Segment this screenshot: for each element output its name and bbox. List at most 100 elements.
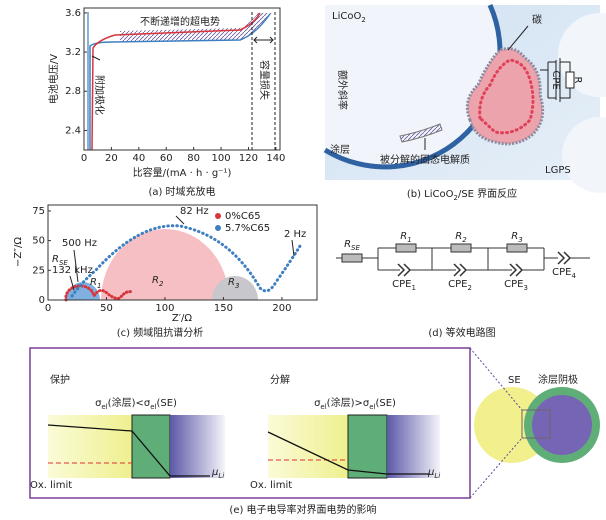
cpe-label: CPE1 bbox=[392, 279, 416, 292]
legend-label: 5.7%C65 bbox=[225, 223, 270, 234]
curve bbox=[91, 12, 261, 151]
label: 碳 bbox=[532, 13, 542, 26]
subscript: 3 bbox=[235, 282, 239, 290]
text-part: (b) LiCoO bbox=[407, 189, 454, 200]
subpanel-title: 分解 bbox=[270, 373, 290, 386]
r3-semicircle bbox=[212, 276, 258, 300]
x-tick-label: 140 bbox=[266, 153, 285, 164]
caption: (e) 电子电导率对界面电势的影响 bbox=[229, 503, 376, 516]
y-tick-label: 3.6 bbox=[65, 8, 81, 19]
resistor-label: R2 bbox=[455, 231, 467, 244]
subscript: Li bbox=[434, 472, 440, 480]
subscript: 2 bbox=[361, 16, 365, 24]
subscript: el bbox=[101, 403, 107, 411]
subscript: 1 bbox=[411, 284, 415, 292]
y-tick-label: 75 bbox=[32, 206, 45, 217]
subpanel-title: 保护 bbox=[50, 373, 70, 386]
subscript: SE bbox=[59, 259, 68, 267]
subscript: 2 bbox=[453, 194, 457, 202]
text-part: R bbox=[228, 277, 235, 288]
potential-line bbox=[267, 431, 430, 475]
wire bbox=[336, 248, 590, 270]
annotation: 132 kHz bbox=[52, 265, 93, 276]
y-tick-label: 2.4 bbox=[65, 125, 81, 136]
x-tick-label: 20 bbox=[105, 153, 118, 164]
x-tick-label: 50 bbox=[100, 303, 113, 314]
text-part: σ bbox=[314, 398, 321, 409]
resistor bbox=[506, 243, 528, 253]
subscript: el bbox=[369, 403, 375, 411]
subscript: 3 bbox=[523, 284, 527, 292]
panel-c-shapes bbox=[64, 215, 302, 302]
panel-a-curves bbox=[87, 12, 276, 151]
text-part: R bbox=[400, 231, 407, 242]
se-region bbox=[48, 415, 132, 478]
resistor bbox=[450, 243, 472, 253]
resistor-label: R3 bbox=[511, 231, 522, 244]
subscript: 1 bbox=[97, 282, 101, 290]
subscript: el bbox=[150, 403, 156, 411]
label: LGPS bbox=[545, 165, 571, 176]
coating-region bbox=[347, 414, 388, 479]
cathode-region bbox=[170, 415, 225, 478]
mu-label: μLi bbox=[427, 467, 440, 480]
cpe bbox=[397, 251, 572, 277]
caption: (d) 等效电路图 bbox=[428, 326, 495, 339]
y-axis-label: 电池电压/V bbox=[47, 54, 60, 104]
plot-frame bbox=[83, 7, 281, 151]
annotation: R2 bbox=[152, 275, 164, 288]
resistor-label: RSE bbox=[344, 239, 360, 252]
licoo2-particle bbox=[325, 5, 500, 167]
label: 额外斜率 bbox=[336, 70, 349, 110]
y-axis-label: −Z″/Ω bbox=[13, 237, 24, 267]
subscript: 1 bbox=[407, 236, 411, 244]
text-part: μ bbox=[427, 467, 434, 478]
annotation: R1 bbox=[90, 277, 101, 290]
annotation: RSE bbox=[52, 254, 68, 267]
text-part: /SE 界面反应 bbox=[458, 187, 517, 200]
resistor-label: R1 bbox=[400, 231, 411, 244]
cpe-label: CPE4 bbox=[552, 267, 576, 280]
x-tick-label: 150 bbox=[214, 303, 233, 314]
arrow bbox=[91, 55, 101, 61]
legend-marker bbox=[215, 213, 221, 219]
text-part: (SE) bbox=[156, 398, 177, 409]
condition: σel(涂层)<σel(SE) bbox=[95, 396, 177, 411]
cpe-label: CPE2 bbox=[448, 279, 472, 292]
subscript: 2 bbox=[159, 280, 164, 288]
curve bbox=[89, 13, 271, 150]
text-part: μ bbox=[211, 467, 218, 478]
cathode-region bbox=[387, 415, 440, 478]
plot-frame bbox=[47, 204, 318, 301]
annotation: 2 Hz bbox=[284, 229, 306, 240]
y-tick-label: 2.8 bbox=[65, 86, 81, 97]
legend-marker bbox=[215, 225, 221, 231]
pointer bbox=[69, 215, 295, 291]
x-tick-label: 40 bbox=[132, 153, 145, 164]
subscript: 2 bbox=[467, 284, 471, 292]
x-tick-label: 60 bbox=[160, 153, 173, 164]
text-part: CPE bbox=[552, 267, 571, 278]
caption: (c) 频域阻抗谱分析 bbox=[117, 326, 203, 339]
mu-label: μLi bbox=[211, 467, 224, 480]
subscript: 2 bbox=[462, 236, 467, 244]
text-part: CPE bbox=[392, 279, 411, 290]
text-part: R bbox=[344, 239, 351, 250]
x-tick-label: 0 bbox=[81, 153, 87, 164]
annotation: 500 Hz bbox=[62, 238, 97, 249]
text-part: R bbox=[52, 254, 59, 265]
cpe-label: CPE3 bbox=[504, 279, 528, 292]
text-part: R bbox=[455, 231, 462, 242]
y-tick-label: 25 bbox=[32, 265, 45, 276]
caption: (a) 时域充放电 bbox=[148, 185, 215, 198]
decomposed-se bbox=[399, 123, 443, 143]
coating-layer bbox=[323, 3, 503, 170]
label: 涂层 bbox=[330, 143, 350, 156]
overpotential-region bbox=[120, 13, 272, 42]
x-axis-label: 比容量/(mA · h · g⁻¹) bbox=[133, 166, 232, 179]
text-part: (SE) bbox=[375, 398, 396, 409]
subscript: 4 bbox=[571, 272, 576, 280]
panel-d-circuit bbox=[336, 243, 590, 277]
text-part: R bbox=[511, 231, 518, 242]
